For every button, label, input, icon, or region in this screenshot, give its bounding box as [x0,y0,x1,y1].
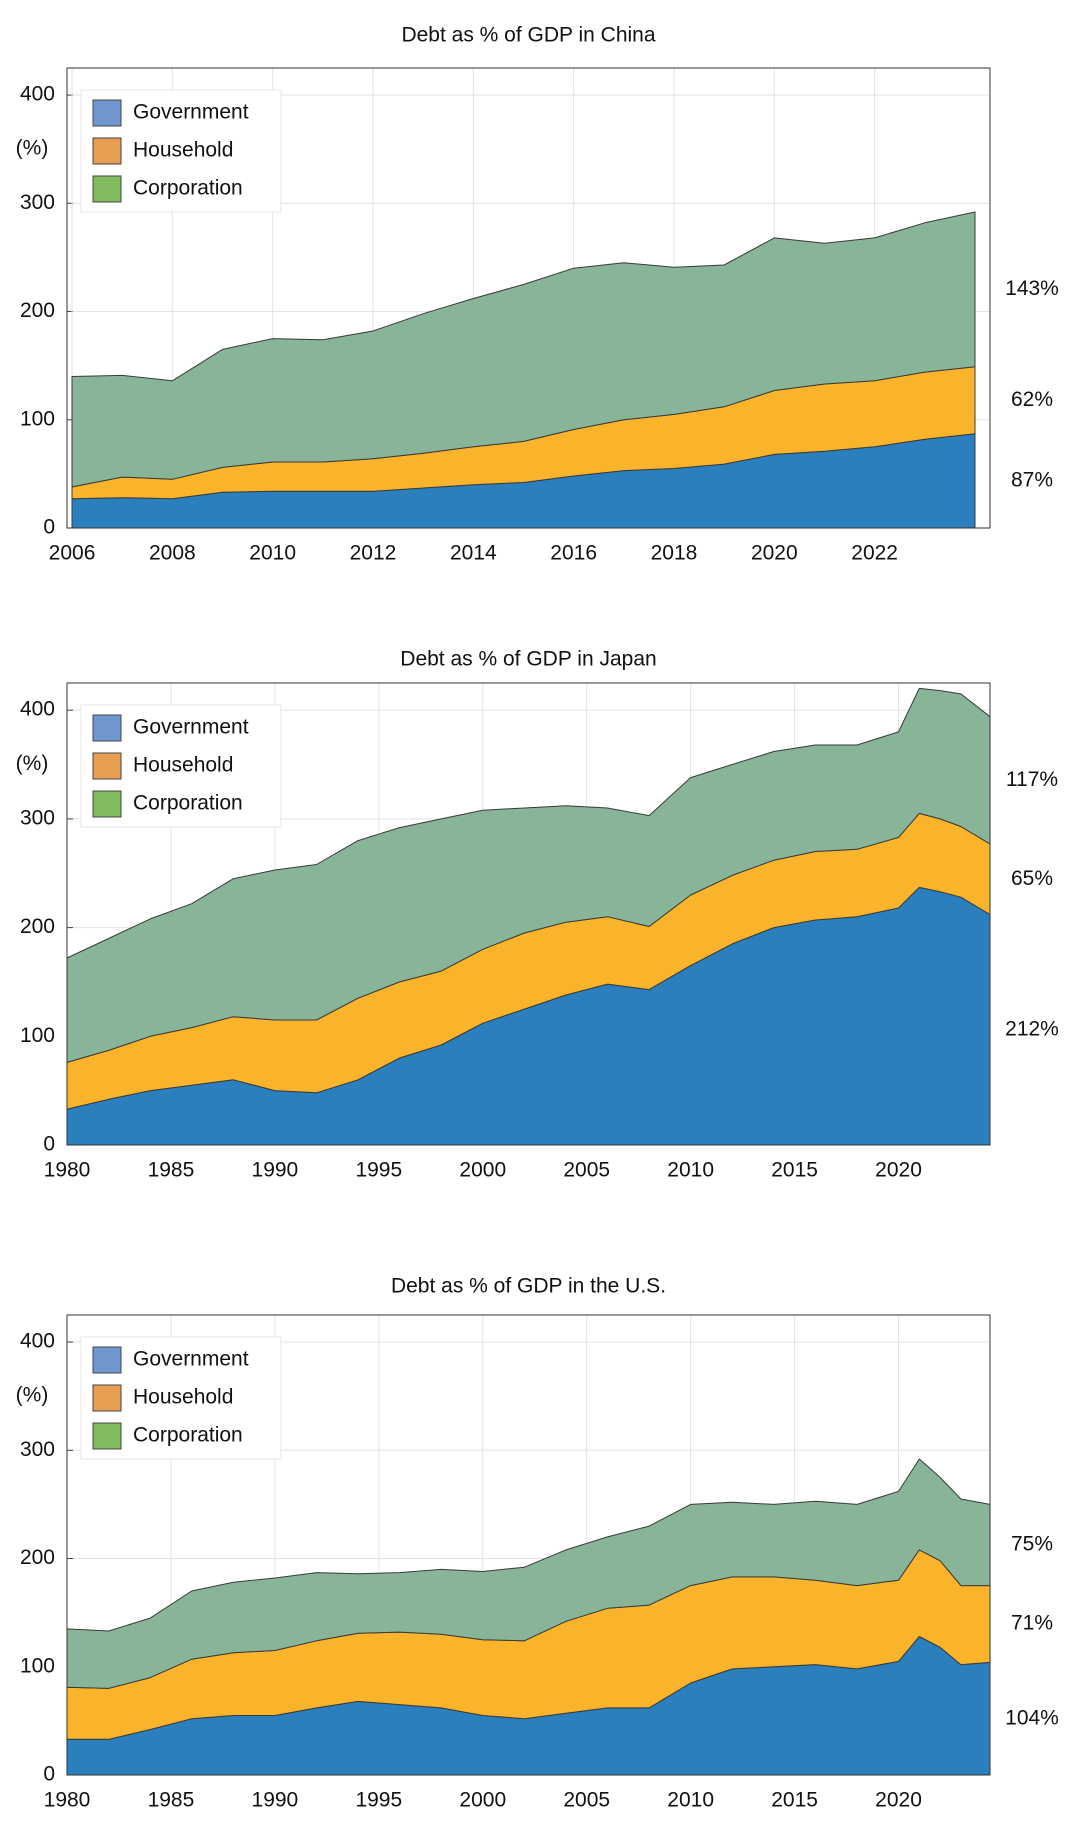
y-tick-label: 400 [20,83,55,106]
legend-swatch [92,752,122,780]
y-tick-label: 300 [20,191,55,214]
x-tick-label: 2000 [459,1159,506,1182]
x-tick-label: 2015 [771,1159,818,1182]
legend-label: Corporation [133,792,243,815]
legend-label: Household [133,754,233,777]
y-tick-label: 300 [20,1438,55,1461]
chart-title: Debt as % of GDP in Japan [400,648,656,671]
end-label: 117% [1006,768,1058,791]
chart: Debt as % of GDP in China 0 100 200 300 400 20… [16,24,1059,565]
legend-label: Household [133,139,233,162]
end-label: 212% [1005,1017,1059,1040]
x-tick-label: 1995 [355,1789,402,1812]
end-label: 75% [1011,1533,1053,1556]
legend-label: Government [133,716,249,739]
x-tick-label: 2020 [875,1159,922,1182]
x-tick-label: 2005 [563,1789,610,1812]
area [71,211,976,488]
y-axis-label: (%) [16,752,49,775]
x-tick-label: 2014 [450,542,497,565]
chart: Debt as % of GDP in Japan 0 100 200 300 400 19… [16,648,1059,1182]
y-tick-label: 0 [43,1133,55,1156]
x-tick-label: 2018 [651,542,698,565]
legend-swatch [92,99,122,127]
legend-swatch [92,714,122,742]
plot-frame [66,1314,991,1776]
chart-title: Debt as % of GDP in the U.S. [391,1275,666,1298]
x-tick-label: 2015 [771,1789,818,1812]
x-tick-label: 2010 [667,1159,714,1182]
plot-frame [66,67,991,529]
x-tick-label: 1985 [148,1789,195,1812]
x-tick-label: 2005 [563,1159,610,1182]
x-tick-label: 2006 [49,542,96,565]
y-axis-label: (%) [16,137,49,160]
x-tick-label: 1990 [252,1159,299,1182]
end-label: 65% [1011,867,1053,890]
legend-label: Household [133,1386,233,1409]
x-tick-label: 1985 [148,1159,195,1182]
legend-label: Corporation [133,177,243,200]
legend-swatch [92,1384,122,1412]
x-tick-label: 1990 [252,1789,299,1812]
x-tick-label: 1980 [44,1789,91,1812]
end-label: 104% [1005,1706,1059,1729]
x-tick-label: 2012 [350,542,397,565]
x-tick-label: 1980 [44,1159,91,1182]
y-tick-label: 100 [20,1024,55,1047]
x-tick-label: 1995 [355,1159,402,1182]
legend-label: Government [133,1348,249,1371]
x-tick-label: 2000 [459,1789,506,1812]
x-tick-label: 2020 [751,542,798,565]
end-label: 71% [1011,1612,1053,1635]
y-tick-label: 400 [20,1330,55,1353]
y-tick-label: 100 [20,1654,55,1677]
end-label: 87% [1011,468,1053,491]
y-tick-label: 200 [20,915,55,938]
y-tick-label: 0 [43,1763,55,1786]
plot-frame [66,682,991,1146]
end-label: 62% [1011,388,1053,411]
chart-title: Debt as % of GDP in China [401,24,655,47]
y-tick-label: 200 [20,299,55,322]
legend-label: Corporation [133,1424,243,1447]
end-label: 143% [1005,277,1059,300]
x-tick-label: 2016 [550,542,597,565]
y-tick-label: 200 [20,1546,55,1569]
legend-swatch [92,1346,122,1374]
x-tick-label: 2008 [149,542,196,565]
y-tick-label: 300 [20,806,55,829]
y-tick-label: 100 [20,407,55,430]
legend-swatch [92,790,122,818]
legend-swatch [92,137,122,165]
x-tick-label: 2022 [851,542,898,565]
x-tick-label: 2010 [667,1789,714,1812]
x-tick-label: 2020 [875,1789,922,1812]
legend-label: Government [133,101,249,124]
y-axis-label: (%) [16,1384,49,1407]
x-tick-label: 2010 [249,542,296,565]
legend-swatch [92,1422,122,1450]
legend-swatch [92,175,122,203]
y-tick-label: 0 [43,516,55,539]
y-tick-label: 400 [20,698,55,721]
chart: Debt as % of GDP in the U.S. 0 100 200 300 40… [16,1275,1059,1812]
